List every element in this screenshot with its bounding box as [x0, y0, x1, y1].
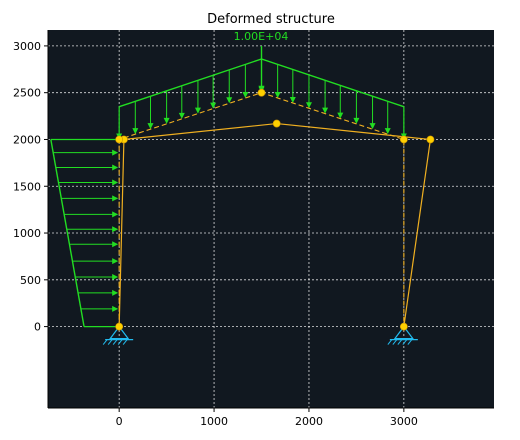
arrow-head [337, 112, 344, 119]
x-tick-label: 2000 [295, 415, 323, 428]
y-tick-label: 1500 [13, 180, 41, 193]
arrow-head [112, 211, 119, 218]
support-hatch [107, 339, 113, 345]
node-marker [399, 135, 408, 144]
arrow-head [163, 117, 170, 124]
arrow-head [112, 241, 119, 248]
arrow-head [112, 226, 119, 233]
arrow-head [322, 107, 329, 114]
tick-layer: 0 1000 2000 3000 0 500 1000 1500 2000 2500 3000 [13, 30, 494, 428]
support-hatch [122, 339, 128, 345]
support-hatch [112, 339, 118, 345]
arrow-head [112, 195, 119, 202]
arrow-head [112, 258, 119, 265]
arrow-head [242, 91, 249, 98]
y-tick-label: 3000 [13, 40, 41, 53]
support-hatch [397, 339, 403, 345]
support-hatch [117, 339, 123, 345]
arrow-head [112, 164, 119, 171]
arrow-head [112, 305, 119, 312]
chart-title: Deformed structure [207, 12, 335, 27]
arrow-head [226, 97, 233, 104]
arrow-head [210, 102, 217, 109]
load-label: 1.00E+04 [234, 30, 289, 43]
arrow-head [353, 117, 360, 124]
arrow-head [369, 123, 376, 130]
arrow-head [258, 85, 265, 92]
arrow-head [112, 274, 119, 281]
plot-background [48, 30, 494, 408]
support-triangle [393, 325, 415, 340]
node-marker [257, 88, 266, 97]
load-layer [50, 46, 407, 328]
arrow-head [305, 102, 312, 109]
node-marker [115, 135, 124, 144]
arrow-head [147, 123, 154, 130]
arrow-head [274, 91, 281, 98]
structure-layer [102, 88, 435, 345]
arrow-head [132, 128, 139, 135]
x-tick-label: 0 [116, 415, 123, 428]
x-tick-label: 1000 [200, 415, 228, 428]
node-marker [272, 119, 281, 128]
arrow-head [112, 149, 119, 156]
node-marker [115, 322, 124, 331]
support-hatch [387, 339, 393, 345]
node-marker [399, 322, 408, 331]
arrow-head [384, 128, 391, 135]
arrow-head [289, 96, 296, 103]
x-tick-label: 3000 [390, 415, 418, 428]
y-tick-label: 500 [20, 274, 41, 287]
support-hatch [402, 339, 408, 345]
lateral-load-envelope [50, 139, 85, 327]
arrow-head [112, 179, 119, 186]
y-tick-label: 2000 [13, 133, 41, 146]
arrow-head [112, 289, 119, 296]
node-marker [426, 135, 435, 144]
support-triangle [108, 325, 130, 340]
support-hatch [392, 339, 398, 345]
y-tick-label: 2500 [13, 87, 41, 100]
arrow-head [194, 107, 201, 114]
y-tick-label: 1000 [13, 227, 41, 240]
support-hatch [407, 339, 413, 345]
support-hatch [102, 339, 108, 345]
arrow-head [178, 112, 185, 119]
y-tick-label: 0 [34, 321, 41, 334]
